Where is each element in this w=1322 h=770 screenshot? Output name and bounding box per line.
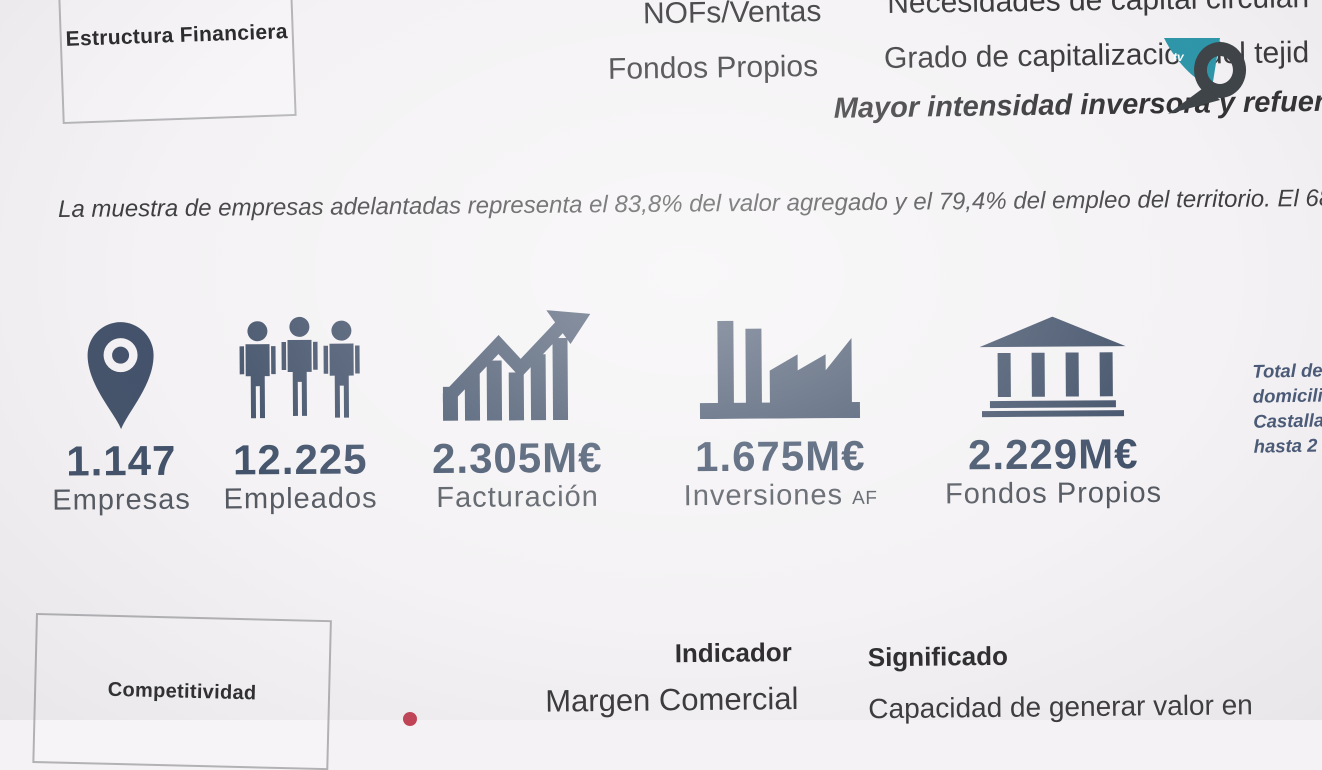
stat-inversiones-label-suffix: AF: [852, 487, 878, 510]
indicator-fondos-propios: Fondos Propios: [607, 49, 819, 86]
table-header-indicador: Indicador: [674, 637, 792, 669]
stat-fondos-propios-label: Fondos Propios: [944, 476, 1163, 511]
logo-tv-text: tv: [1173, 50, 1185, 64]
tv-channel-logo: tv: [1164, 38, 1247, 114]
stat-inversiones: 1.675M€ Inversiones AF: [639, 290, 921, 518]
stat-facturacion-value: 2.305M€: [431, 433, 603, 482]
meaning-necesidades-capital: Necesidades de capital circulan: [887, 0, 1310, 20]
stat-empresas: 1.147 Empresas: [0, 294, 262, 518]
stat-facturacion-label: Facturación: [436, 480, 599, 514]
top-indicator-section: NOFs/Ventas Fondos Propios Necesidades d…: [0, 0, 1322, 158]
competitividad-box: Competitividad: [32, 613, 332, 770]
people-icon: [159, 293, 440, 423]
growth-chart-icon: [376, 291, 657, 421]
bank-icon: [912, 288, 1193, 418]
stat-inversiones-label-text: Inversiones: [683, 479, 844, 513]
side-note: Total de domicilia Castalla hasta 2: [1252, 357, 1322, 458]
competitividad-label: Competitividad: [107, 678, 257, 705]
side-note-line: hasta 2: [1253, 434, 1318, 457]
stat-empleados: 12.225 Empleados: [159, 293, 441, 517]
side-note-line: Castalla: [1253, 409, 1322, 432]
stat-fondos-propios-value: 2.229M€: [967, 430, 1139, 479]
logo-tail-shape: [1168, 86, 1220, 114]
stat-fondos-propios: 2.229M€ Fondos Propios: [912, 288, 1194, 512]
table-cell-margen-comercial: Margen Comercial: [545, 680, 799, 719]
side-note-line: domicilia: [1252, 384, 1322, 407]
stat-inversiones-value: 1.675M€: [694, 431, 866, 481]
stat-facturacion: 2.305M€ Facturación: [376, 291, 658, 515]
stat-inversiones-label: Inversiones AF: [640, 478, 920, 518]
factory-icon: [639, 290, 920, 420]
red-mark: [403, 712, 417, 726]
indicator-nofs-ventas: NOFs/Ventas: [642, 0, 822, 31]
location-pin-icon: [0, 294, 261, 430]
side-note-line: Total de: [1252, 359, 1322, 382]
table-header-significado: Significado: [867, 640, 1009, 673]
stats-row: 1.147 Empresas: [0, 287, 1322, 536]
intro-note: La muestra de empresas adelantadas repre…: [58, 184, 1322, 223]
logo-ring-shape: [1194, 42, 1247, 98]
